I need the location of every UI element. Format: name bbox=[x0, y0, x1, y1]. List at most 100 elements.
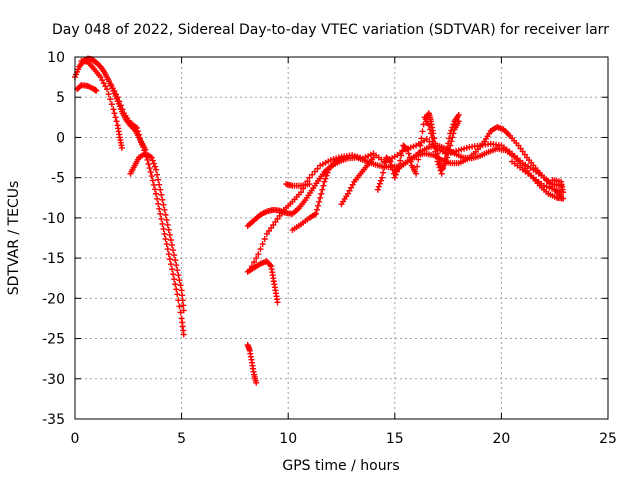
data-point bbox=[173, 286, 180, 293]
data-point bbox=[145, 160, 152, 167]
data-points bbox=[72, 55, 567, 386]
data-point bbox=[515, 142, 522, 149]
data-point bbox=[267, 261, 274, 268]
data-point bbox=[116, 98, 123, 105]
data-point bbox=[161, 206, 168, 213]
series-arc-12 bbox=[338, 154, 377, 208]
y-tick-label: -35 bbox=[42, 412, 65, 428]
data-point bbox=[517, 145, 524, 152]
data-point bbox=[163, 241, 170, 248]
data-point bbox=[414, 163, 421, 170]
data-point bbox=[405, 150, 412, 157]
data-point bbox=[169, 266, 176, 273]
data-point bbox=[391, 174, 398, 181]
data-point bbox=[179, 297, 186, 304]
data-point bbox=[399, 147, 406, 154]
data-point bbox=[455, 118, 462, 125]
data-point bbox=[519, 148, 526, 155]
x-tick-label: 25 bbox=[599, 431, 617, 447]
data-point bbox=[111, 110, 118, 117]
data-point bbox=[99, 77, 106, 84]
data-point bbox=[159, 220, 166, 227]
x-tick-label: 0 bbox=[71, 431, 80, 447]
chart-title: Day 048 of 2022, Sidereal Day-to-day VTE… bbox=[52, 22, 609, 38]
data-point bbox=[436, 158, 443, 165]
data-point bbox=[320, 182, 327, 189]
data-point bbox=[381, 164, 388, 171]
data-point bbox=[257, 246, 264, 253]
data-point bbox=[431, 135, 438, 142]
data-point bbox=[447, 142, 454, 149]
data-point bbox=[154, 195, 161, 202]
y-tick-label: 10 bbox=[47, 50, 65, 66]
data-point bbox=[315, 202, 322, 209]
data-point bbox=[149, 177, 156, 184]
data-point bbox=[434, 150, 441, 157]
data-point bbox=[174, 291, 181, 298]
data-point bbox=[272, 218, 279, 225]
data-point bbox=[370, 154, 377, 161]
data-point bbox=[156, 181, 163, 188]
data-point bbox=[167, 261, 174, 268]
data-point bbox=[110, 106, 117, 113]
data-point bbox=[154, 171, 161, 178]
data-point bbox=[255, 251, 262, 258]
data-point bbox=[261, 236, 268, 243]
data-point bbox=[111, 88, 118, 95]
data-point bbox=[163, 216, 170, 223]
data-point bbox=[151, 186, 158, 193]
data-point bbox=[314, 165, 321, 172]
data-point bbox=[322, 175, 329, 182]
series-arc-2 bbox=[74, 82, 100, 94]
y-tick-label: -20 bbox=[42, 291, 65, 307]
data-point bbox=[382, 159, 389, 166]
data-point bbox=[420, 121, 427, 128]
data-point bbox=[155, 200, 162, 207]
data-point bbox=[173, 262, 180, 269]
y-axis-title: SDTVAR / TECUs bbox=[6, 181, 22, 296]
data-point bbox=[166, 231, 173, 238]
data-point bbox=[312, 210, 319, 217]
data-point bbox=[313, 206, 320, 213]
series-arc-6 bbox=[244, 341, 260, 386]
data-point bbox=[176, 277, 183, 284]
data-point bbox=[442, 158, 449, 165]
y-tick-label: 5 bbox=[56, 90, 65, 106]
data-point bbox=[450, 121, 457, 128]
data-point bbox=[248, 263, 255, 270]
data-point bbox=[278, 209, 285, 216]
data-point bbox=[379, 174, 386, 181]
data-point bbox=[153, 166, 160, 173]
data-point bbox=[266, 227, 273, 234]
data-point bbox=[118, 144, 125, 151]
data-point bbox=[170, 247, 177, 254]
data-point bbox=[158, 215, 165, 222]
x-tick-label: 5 bbox=[177, 431, 186, 447]
data-point bbox=[176, 303, 183, 310]
data-point bbox=[404, 146, 411, 153]
y-tick-label: -25 bbox=[42, 332, 65, 348]
data-point bbox=[375, 183, 382, 190]
data-point bbox=[170, 271, 177, 278]
data-point bbox=[102, 83, 109, 90]
data-point bbox=[560, 195, 567, 202]
data-point bbox=[446, 135, 453, 142]
data-point bbox=[172, 281, 179, 288]
y-tick-label: -30 bbox=[42, 372, 65, 388]
data-point bbox=[376, 180, 383, 187]
y-tick-label: -10 bbox=[42, 211, 65, 227]
y-tick-label: -5 bbox=[51, 171, 65, 187]
data-point bbox=[160, 225, 167, 232]
y-tick-label: -15 bbox=[42, 251, 65, 267]
data-point bbox=[113, 118, 120, 125]
data-point bbox=[156, 205, 163, 212]
data-point bbox=[166, 256, 173, 263]
axis-ticks: 0 5 10 15 20 25 10 5 0 -5 -10 -15 -20 -25 -30 -35 bbox=[42, 50, 617, 447]
gridlines bbox=[75, 57, 608, 419]
data-point bbox=[160, 201, 167, 208]
data-point bbox=[316, 198, 323, 205]
data-point bbox=[251, 259, 258, 266]
data-point bbox=[449, 134, 456, 141]
data-point bbox=[324, 169, 331, 176]
data-point bbox=[150, 160, 157, 167]
